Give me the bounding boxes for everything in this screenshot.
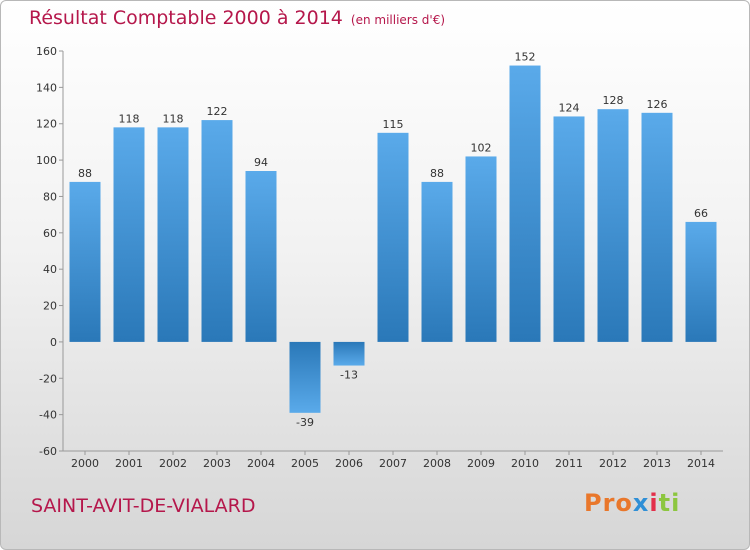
y-tick-label: 40 bbox=[43, 263, 57, 276]
x-tick-label: 2011 bbox=[555, 457, 583, 470]
y-tick-label: 160 bbox=[36, 45, 57, 58]
bar-2002 bbox=[157, 127, 189, 342]
x-tick-label: 2007 bbox=[379, 457, 407, 470]
bar-2008 bbox=[421, 181, 453, 342]
x-tick-label: 2013 bbox=[643, 457, 671, 470]
bar-2001 bbox=[113, 127, 145, 342]
data-label: 122 bbox=[207, 105, 228, 118]
title-row: Résultat Comptable 2000 à 2014 (en millie… bbox=[29, 7, 445, 29]
bar-2011 bbox=[553, 116, 585, 342]
proxiti-logo: Proxiti bbox=[584, 489, 681, 517]
data-label: 66 bbox=[694, 207, 708, 220]
data-label: 102 bbox=[471, 141, 492, 154]
data-label: -39 bbox=[296, 416, 314, 429]
data-label: 118 bbox=[163, 112, 184, 125]
chart-bars bbox=[69, 65, 717, 413]
x-tick-label: 2009 bbox=[467, 457, 495, 470]
y-tick-label: 140 bbox=[36, 81, 57, 94]
bar-2000 bbox=[69, 181, 101, 342]
y-tick-label: -20 bbox=[39, 372, 57, 385]
chart-axes: -60 -40 -20 0 20 40 60 80 100 120 140 160 2000 2001 20… bbox=[36, 45, 723, 470]
data-label: 88 bbox=[430, 167, 444, 180]
data-label: 118 bbox=[119, 112, 140, 125]
y-tick-label: -40 bbox=[39, 409, 57, 422]
data-label: 128 bbox=[603, 94, 624, 107]
y-tick-label: 100 bbox=[36, 154, 57, 167]
chart-subtitle: (en milliers d'€) bbox=[350, 13, 446, 27]
data-label: 124 bbox=[559, 101, 580, 114]
bar-2013 bbox=[641, 112, 673, 342]
bar-2009 bbox=[465, 156, 497, 342]
bar-2010 bbox=[509, 65, 541, 342]
y-tick-label: 20 bbox=[43, 300, 57, 313]
bar-2012 bbox=[597, 109, 629, 342]
x-tick-label: 2005 bbox=[291, 457, 319, 470]
data-label: -13 bbox=[340, 369, 358, 382]
y-tick-label: 80 bbox=[43, 190, 57, 203]
chart-labels: 88 118 118 122 94 -39 -13 115 88 102 152 124 128 126 6… bbox=[78, 51, 708, 429]
x-tick-label: 2006 bbox=[335, 457, 363, 470]
x-tick-label: 2008 bbox=[423, 457, 451, 470]
x-tick-label: 2010 bbox=[511, 457, 539, 470]
commune-name: SAINT-AVIT-DE-VIALARD bbox=[31, 495, 256, 517]
x-tick-label: 2004 bbox=[247, 457, 275, 470]
bar-2004 bbox=[245, 171, 277, 342]
data-label: 126 bbox=[647, 98, 668, 111]
y-tick-label: 60 bbox=[43, 227, 57, 240]
y-tick-label: -60 bbox=[39, 445, 57, 458]
x-tick-label: 2000 bbox=[71, 457, 99, 470]
chart-title: Résultat Comptable 2000 à 2014 bbox=[29, 7, 343, 29]
x-tick-label: 2003 bbox=[203, 457, 231, 470]
y-tick-label: 120 bbox=[36, 118, 57, 131]
data-label: 115 bbox=[383, 118, 404, 131]
data-label: 88 bbox=[78, 167, 92, 180]
x-tick-label: 2014 bbox=[687, 457, 715, 470]
bar-2014 bbox=[685, 221, 717, 342]
bar-2006 bbox=[333, 341, 365, 366]
bar-2005 bbox=[289, 341, 321, 413]
data-label: 152 bbox=[515, 51, 536, 64]
data-label: 94 bbox=[254, 156, 268, 169]
y-tick-label: 0 bbox=[50, 336, 57, 349]
x-tick-label: 2001 bbox=[115, 457, 143, 470]
x-tick-label: 2012 bbox=[599, 457, 627, 470]
bar-2007 bbox=[377, 132, 409, 342]
bar-2003 bbox=[201, 120, 233, 342]
x-tick-label: 2002 bbox=[159, 457, 187, 470]
